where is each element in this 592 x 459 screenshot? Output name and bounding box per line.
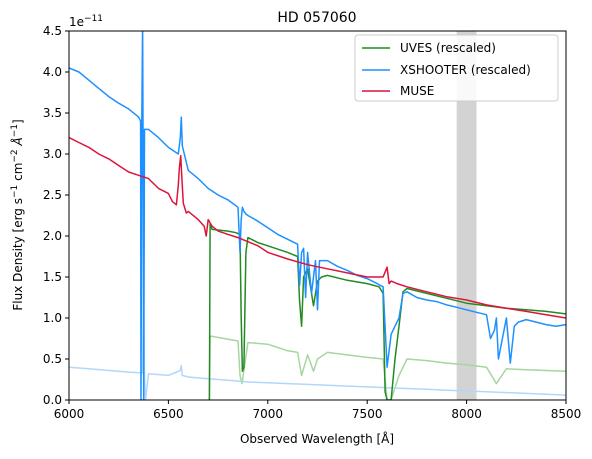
y-axis-ticks: 0.0 0.5 1.0 1.5 2.0 2.5 3.0 3.5 4.0 4.5 xyxy=(43,24,69,407)
y-tick-label: 1.5 xyxy=(43,270,62,284)
y-tick-label: 2.0 xyxy=(43,229,62,243)
y-tick-label: 4.0 xyxy=(43,65,62,79)
legend-label-xshooter: XSHOOTER (rescaled) xyxy=(400,63,531,77)
x-tick-label: 7500 xyxy=(352,407,383,421)
x-axis-ticks: 6000 6500 7000 7500 8000 8500 xyxy=(54,400,582,421)
y-scale-offset: 1e−11 xyxy=(69,14,103,29)
x-tick-label: 6000 xyxy=(54,407,85,421)
y-tick-label: 3.0 xyxy=(43,147,62,161)
series-line-uves-rescaled xyxy=(208,222,566,400)
legend-box xyxy=(354,34,559,102)
y-tick-label: 0.5 xyxy=(43,352,62,366)
series-line-uves-faint xyxy=(208,335,566,400)
plot-area xyxy=(68,30,567,401)
legend-label-uves: UVES (rescaled) xyxy=(400,41,496,55)
shaded-band xyxy=(456,31,477,400)
x-tick-label: 8000 xyxy=(451,407,482,421)
axes-frame xyxy=(68,30,567,401)
y-tick-label: 0.0 xyxy=(43,393,62,407)
series-line-xshooter-rescaled xyxy=(69,31,566,400)
series-line-muse xyxy=(69,136,566,319)
legend: UVES (rescaled) XSHOOTER (rescaled) MUSE xyxy=(354,34,559,102)
x-tick-label: 6500 xyxy=(153,407,184,421)
y-axis-label: Flux Density [erg s−1 cm−2 Å−1] xyxy=(10,119,25,310)
y-tick-label: 1.0 xyxy=(43,311,62,325)
x-axis-label: Observed Wavelength [Å] xyxy=(240,431,394,446)
legend-label-muse: MUSE xyxy=(400,84,434,98)
y-tick-label: 2.5 xyxy=(43,188,62,202)
x-tick-label: 8500 xyxy=(551,407,582,421)
series-layer xyxy=(69,31,566,400)
y-tick-label: 3.5 xyxy=(43,106,62,120)
x-tick-label: 7000 xyxy=(253,407,284,421)
chart-title: HD 057060 xyxy=(277,10,356,26)
y-tick-label: 4.5 xyxy=(43,24,62,38)
